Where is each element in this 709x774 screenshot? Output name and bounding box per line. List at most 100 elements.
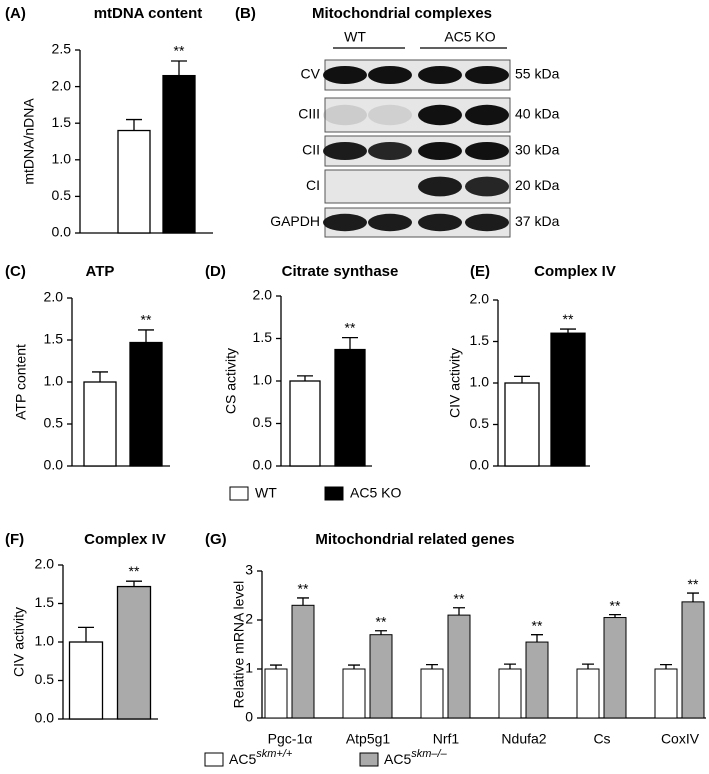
bar <box>504 382 540 467</box>
error-bar <box>126 118 142 131</box>
bar <box>447 614 471 719</box>
y-axis-label: mtDNA/nDNA <box>21 98 37 185</box>
bar <box>681 601 705 719</box>
x-tick-label: Pgc-1α <box>268 731 313 747</box>
y-tick-label: 2.5 <box>52 41 72 57</box>
error-bar <box>297 375 313 381</box>
bar <box>334 348 366 467</box>
panel-label: (A) <box>5 5 26 22</box>
legend-name: AC5 <box>229 751 256 767</box>
error-bar <box>531 634 543 643</box>
error-bar <box>92 371 108 382</box>
error-bar <box>560 328 576 334</box>
significance: ** <box>298 581 309 597</box>
y-tick-label: 1.5 <box>44 331 64 347</box>
blot-band <box>368 66 412 84</box>
blot-band <box>465 176 509 197</box>
blot-band <box>323 142 367 160</box>
y-tick-label: 1.0 <box>44 373 64 389</box>
x-tick-label: CoxIV <box>661 731 700 747</box>
y-tick-label: 0.0 <box>35 710 55 726</box>
size-label: 55 kDa <box>515 66 560 82</box>
y-tick-label: 2.0 <box>52 77 72 93</box>
blot-band <box>418 176 462 197</box>
blot-band <box>465 142 509 160</box>
legend-superscript: skm–/– <box>411 748 447 760</box>
legend-label: AC5skm–/– <box>384 748 448 767</box>
chart-title: Citrate synthase <box>282 263 399 280</box>
blot-band <box>418 66 462 84</box>
y-tick-label: 0.5 <box>470 415 490 431</box>
blot-band <box>368 213 412 232</box>
significance: ** <box>174 43 185 59</box>
size-label: 37 kDa <box>515 213 560 229</box>
bar <box>576 668 600 719</box>
x-tick-label: Nrf1 <box>433 731 460 747</box>
y-axis-label: Relative mRNA level <box>231 581 247 709</box>
y-tick-label: 1.0 <box>52 151 72 167</box>
chart-title: ATP <box>86 263 115 280</box>
blot-band <box>323 104 367 126</box>
y-tick-label: 2.0 <box>35 556 55 572</box>
panel-label: (F) <box>5 531 24 548</box>
bar <box>291 604 315 719</box>
bar <box>342 668 366 719</box>
bar <box>83 381 117 467</box>
panel-label: (B) <box>235 5 256 22</box>
bar <box>162 74 196 234</box>
blot-title: Mitochondrial complexes <box>312 5 492 22</box>
error-bar <box>375 630 387 635</box>
y-tick-label: 1.0 <box>470 374 490 390</box>
blot-band <box>418 213 462 232</box>
bar <box>369 634 393 719</box>
legend-superscript: skm+/+ <box>256 748 293 760</box>
row-label: CIII <box>298 106 320 122</box>
blot-band <box>323 213 367 232</box>
x-tick-label: Atp5g1 <box>346 731 391 747</box>
error-bar <box>687 592 699 602</box>
bar <box>129 341 163 467</box>
error-bar <box>171 60 187 76</box>
error-bar <box>609 613 621 618</box>
size-label: 20 kDa <box>515 177 560 193</box>
bar <box>525 641 549 719</box>
y-tick-label: 0.0 <box>44 457 64 473</box>
panel-label: (C) <box>5 263 26 280</box>
y-axis-label: ATP content <box>13 344 29 420</box>
chart-title: Complex IV <box>84 531 166 548</box>
significance: ** <box>532 617 543 633</box>
blot-band <box>368 104 412 126</box>
error-bar <box>514 375 530 383</box>
size-label: 30 kDa <box>515 142 560 158</box>
bar <box>498 668 522 719</box>
bar <box>68 641 104 720</box>
blot-band <box>418 104 462 126</box>
blot-band <box>368 142 412 160</box>
x-tick-label: Ndufa2 <box>501 731 546 747</box>
group-label: WT <box>344 29 366 45</box>
chart-title: Complex IV <box>534 263 616 280</box>
y-tick-label: 2.0 <box>470 291 490 307</box>
size-label: 40 kDa <box>515 106 560 122</box>
y-tick-label: 2.0 <box>253 287 273 303</box>
y-tick-label: 0 <box>245 709 253 725</box>
blot-band <box>465 213 509 232</box>
error-bar <box>297 597 309 606</box>
significance: ** <box>563 311 574 327</box>
error-bar <box>582 663 594 669</box>
y-tick-label: 1.0 <box>35 633 55 649</box>
legend-label: AC5skm+/+ <box>229 748 293 767</box>
panel-label: (D) <box>205 263 226 280</box>
blot-band <box>418 142 462 160</box>
error-bar <box>348 664 360 669</box>
y-axis-label: CIV activity <box>447 348 463 418</box>
legend-label: WT <box>255 485 277 501</box>
y-tick-label: 0.5 <box>253 414 273 430</box>
row-label: GAPDH <box>270 213 320 229</box>
legend-swatch <box>204 752 224 767</box>
y-tick-label: 1.5 <box>52 114 72 130</box>
error-bar <box>504 663 516 669</box>
error-bar <box>453 607 465 616</box>
blot-band <box>465 66 509 84</box>
y-tick-label: 1.5 <box>253 329 273 345</box>
